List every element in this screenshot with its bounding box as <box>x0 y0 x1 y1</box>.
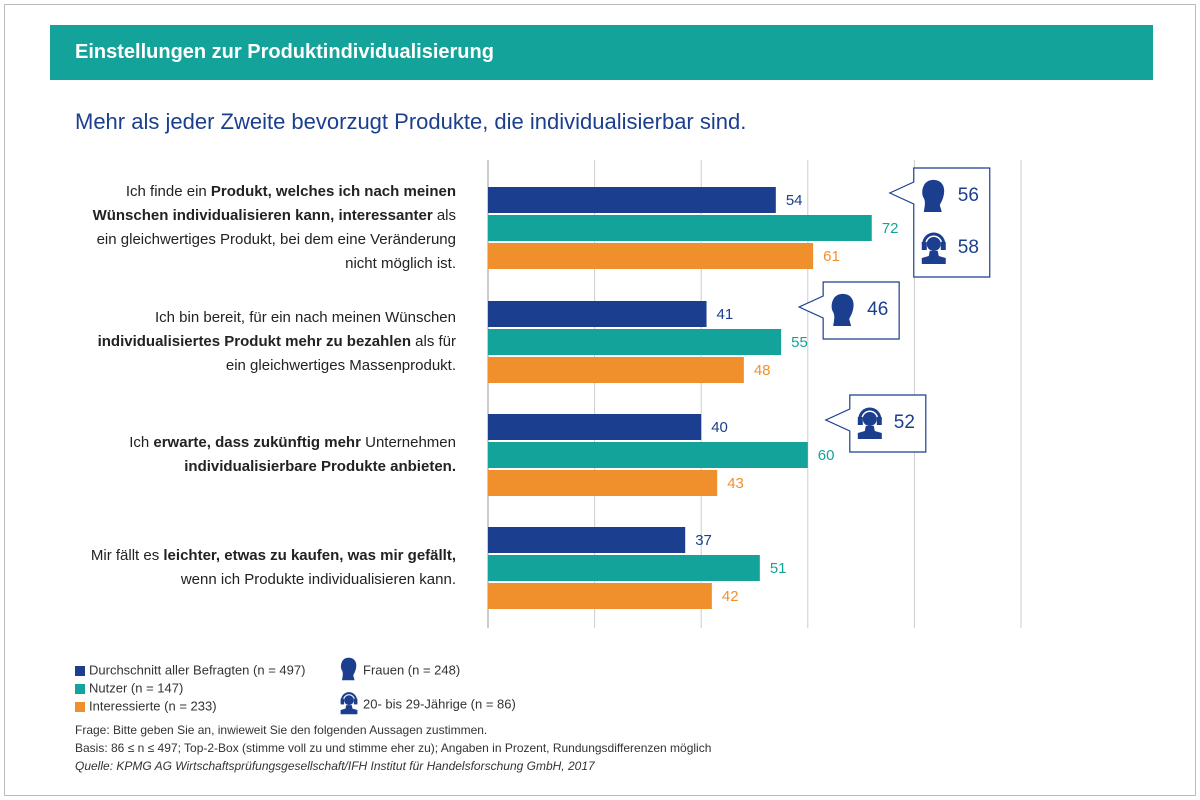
icon-shape <box>862 412 877 426</box>
callout-box <box>888 167 991 278</box>
frame <box>4 4 1196 796</box>
icon-shape <box>922 232 946 245</box>
category-text: individualisiertes Produkt mehr zu bezah… <box>97 333 411 350</box>
callout-value: 52 <box>894 412 915 433</box>
callout-value: 56 <box>958 185 979 206</box>
header: Einstellungen zur Produktindividualisier… <box>50 25 1153 80</box>
category-text: als ein gleichwertiges Produkt, bei dem … <box>96 207 456 272</box>
icon-woman <box>922 179 945 212</box>
category-label: Ich erwarte, dass zukünftig mehr Unterne… <box>86 431 456 479</box>
legend-swatch <box>75 684 85 694</box>
bar <box>488 442 808 468</box>
icon-shape <box>921 242 927 250</box>
value-label: 48 <box>754 362 771 379</box>
icon-woman <box>340 657 357 681</box>
icon-shape <box>921 251 946 264</box>
category-label: Ich bin bereit, für ein nach meinen Wüns… <box>86 306 456 378</box>
bar <box>488 357 744 383</box>
legend-swatch <box>75 666 85 676</box>
category-text: als für ein gleichwertiges Massenprodukt… <box>225 333 456 374</box>
value-label: 43 <box>727 475 744 492</box>
note: Quelle: KPMG AG Wirtschaftsprüfungsgesel… <box>75 759 595 773</box>
value-label: 54 <box>786 192 803 209</box>
category-text: Produkt, welches ich nach meinen Wünsche… <box>92 183 456 224</box>
value-label: 40 <box>711 419 728 436</box>
category-text: Ich bin bereit, für ein nach meinen Wüns… <box>154 309 456 326</box>
icon-shape <box>940 242 946 250</box>
chart-title: Einstellungen zur Produktindividualisier… <box>75 41 494 63</box>
category-text: erwarte, dass zukünftig mehr <box>153 434 361 451</box>
value-label: 60 <box>818 447 835 464</box>
value-label: 55 <box>791 334 808 351</box>
icon-woman <box>831 293 854 326</box>
value-label: 61 <box>823 248 840 265</box>
icon-shape <box>857 417 863 425</box>
legend-label: Nutzer (n = 147) <box>89 680 183 695</box>
legend-label: Frauen (n = 248) <box>363 662 460 677</box>
category-text: Unterneh­men <box>360 434 456 451</box>
icon-shape <box>340 705 358 715</box>
category-text: wenn ich Produkte individualisieren kann… <box>180 571 456 588</box>
value-label: 72 <box>882 220 899 237</box>
value-label: 51 <box>770 560 787 577</box>
category-text: leichter, etwas zu kaufen, was mir gefäl… <box>163 547 456 564</box>
icon-shape <box>340 698 345 705</box>
icon-shape <box>857 426 882 439</box>
bar <box>488 329 782 355</box>
bar <box>488 555 760 581</box>
bar <box>488 527 686 553</box>
bar <box>488 243 814 269</box>
icon-shape <box>344 695 354 706</box>
value-label: 41 <box>717 306 734 323</box>
bar <box>488 215 872 241</box>
icon-shape <box>922 179 945 212</box>
icon-young <box>340 692 358 715</box>
legend-label: Interessierte (n = 233) <box>89 698 217 713</box>
category-text: individualisierbare Produkte anbieten. <box>184 458 456 475</box>
icon-shape <box>353 698 358 705</box>
bar <box>488 414 702 440</box>
icon-shape <box>858 407 882 420</box>
icon-shape <box>926 237 941 251</box>
bar <box>488 187 776 213</box>
bar <box>488 583 712 609</box>
value-label: 42 <box>722 588 739 605</box>
legend-label: Durchschnitt aller Befragten (n = 497) <box>89 662 305 677</box>
bar <box>488 301 707 327</box>
callout-value: 58 <box>958 237 979 258</box>
category-text: Mir fällt es <box>90 547 164 564</box>
icon-young <box>857 407 882 439</box>
icon-shape <box>831 293 854 326</box>
icon-young <box>921 232 946 264</box>
category-label: Mir fällt es leichter, etwas zu kaufen, … <box>86 544 456 592</box>
callout-value: 46 <box>867 299 888 320</box>
category-text: Ich <box>129 434 154 451</box>
icon-shape <box>340 692 358 701</box>
value-label: 37 <box>695 532 712 549</box>
icon-shape <box>876 417 882 425</box>
bar <box>488 470 718 496</box>
callout-box <box>824 394 927 453</box>
icon-shape <box>340 657 357 681</box>
legend-label: 20- bis 29-Jährige (n = 86) <box>363 696 516 711</box>
note: Basis: 86 ≤ n ≤ 497; Top-2-Box (stimme v… <box>75 741 712 755</box>
note: Frage: Bitte geben Sie an, inwieweit Sie… <box>75 723 488 737</box>
legend-swatch <box>75 702 85 712</box>
chart-subtitle: Mehr als jeder Zweite bevorzugt Produkte… <box>75 109 747 134</box>
category-label: Ich finde ein Produkt, welches ich nach … <box>86 180 456 276</box>
category-text: Ich finde ein <box>125 183 211 200</box>
